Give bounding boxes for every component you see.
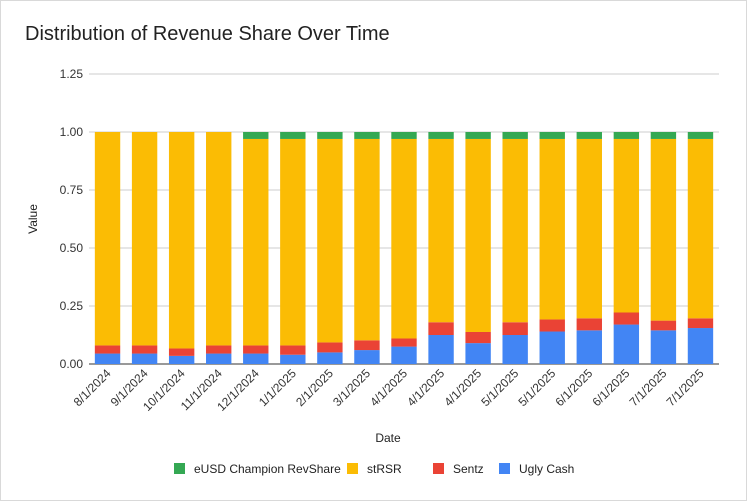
x-tick-label: 5/1/2025 [515,366,558,409]
bar-segment-eusd-champion-revshare [428,132,454,139]
bar-segment-sentz [280,345,306,355]
bar-segment-ugly-cash [94,353,121,364]
bar-segment-strsr [576,138,602,319]
x-tick-label: 3/1/2025 [330,366,373,409]
bar-segment-eusd-champion-revshare [539,132,565,139]
bar-segment-sentz [502,322,528,335]
bar-segment-strsr [94,132,121,346]
bar-segment-ugly-cash [576,330,602,364]
y-tick-label: 0.50 [60,241,84,255]
bar-segment-ugly-cash [354,350,380,364]
bar-segment-ugly-cash [428,335,454,364]
y-tick-label: 1.00 [60,125,84,139]
y-tick-label: 0.00 [60,357,84,371]
bar-segment-eusd-champion-revshare [613,132,640,139]
bar-segment-sentz [428,322,454,335]
bar-segment-ugly-cash [168,355,195,364]
y-axis-title: Value [26,204,40,234]
bar-segment-eusd-champion-revshare [354,132,380,139]
legend-swatch [347,463,358,474]
bar-segment-ugly-cash [206,353,232,364]
bar-segment-strsr [280,138,306,346]
bar-segment-sentz [168,348,195,356]
bar-segment-sentz [687,318,714,329]
bar-segment-strsr [206,132,232,346]
bar-segment-eusd-champion-revshare [243,132,269,139]
y-tick-label: 0.75 [60,183,84,197]
bar-segment-strsr [391,138,417,339]
x-tick-label: 4/1/2025 [367,366,410,409]
bar-segment-strsr [168,132,195,349]
bar-segment-ugly-cash [502,335,528,364]
legend-label: eUSD Champion RevShare [194,462,341,476]
bar-segment-ugly-cash [280,354,306,364]
bar-segment-eusd-champion-revshare [687,132,714,139]
x-tick-label: 2/1/2025 [293,366,336,409]
x-tick-label: 6/1/2025 [552,366,595,409]
bar-segment-eusd-champion-revshare [317,132,343,139]
bar-segment-ugly-cash [317,352,343,364]
x-tick-label: 6/1/2025 [590,366,633,409]
x-tick-label: 7/1/2025 [664,366,707,409]
bar-segment-sentz [650,320,677,331]
bar-segment-ugly-cash [539,331,565,364]
bar-segment-ugly-cash [465,343,491,364]
x-tick-label: 8/1/2024 [71,366,114,409]
legend-swatch [433,463,444,474]
legend-label: Ugly Cash [519,462,574,476]
x-tick-label: 1/1/2025 [256,366,299,409]
bar-segment-eusd-champion-revshare [502,132,528,139]
bar-segment-sentz [613,312,640,325]
bar-segment-sentz [206,345,232,354]
bar-segment-ugly-cash [650,330,677,364]
bar-segment-strsr [243,138,269,346]
bar-segment-sentz [539,319,565,332]
bar-segment-strsr [317,138,343,343]
bar-segment-eusd-champion-revshare [391,132,417,139]
chart-title: Distribution of Revenue Share Over Time [25,23,390,45]
x-tick-label: 7/1/2025 [627,366,670,409]
bar-segment-ugly-cash [131,353,158,364]
bar-segment-strsr [465,138,491,332]
bar-segment-sentz [94,345,121,354]
legend-label: stRSR [367,462,402,476]
bar-segment-ugly-cash [687,328,714,364]
bar-segment-ugly-cash [613,324,640,364]
bar-segment-strsr [131,132,158,346]
x-axis-title: Date [375,431,401,445]
bar-segment-sentz [131,345,158,354]
bar-segment-strsr [539,138,565,320]
bar-segment-ugly-cash [391,346,417,364]
x-tick-label: 5/1/2025 [478,366,521,409]
legend-swatch [499,463,510,474]
bar-segment-strsr [687,138,714,319]
legend-swatch [174,463,185,474]
bar-segment-sentz [317,342,343,353]
x-tick-label: 4/1/2025 [441,366,484,409]
bar-segment-sentz [243,345,269,354]
y-tick-label: 0.25 [60,299,84,313]
bar-segment-strsr [354,138,380,341]
bar-segment-ugly-cash [243,353,269,364]
bar-segment-strsr [502,138,528,323]
bar-segment-eusd-champion-revshare [576,132,602,139]
bar-segment-eusd-champion-revshare [280,132,306,139]
x-tick-label: 4/1/2025 [404,366,447,409]
bar-segment-strsr [613,138,640,313]
bar-segment-sentz [465,331,491,344]
legend-label: Sentz [453,462,484,476]
bar-segment-sentz [391,338,417,347]
bar-segment-eusd-champion-revshare [465,132,491,139]
bar-segment-eusd-champion-revshare [650,132,677,139]
y-tick-label: 1.25 [60,67,84,81]
bar-segment-strsr [428,138,454,323]
bar-segment-sentz [576,318,602,331]
bar-segment-sentz [354,340,380,351]
bar-segment-strsr [650,138,677,321]
